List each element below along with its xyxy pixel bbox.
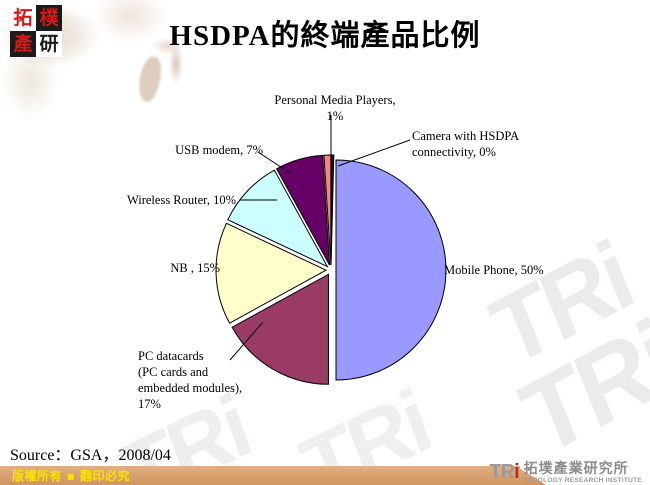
footer: 版權所有 ▪ 翻印必究 TRi 拓墣產業研究所 TOPOLOGY RESEARC… [0,462,650,485]
pie-slice-group [215,154,447,385]
slice-label-usb-modem: USB modem, 7% [175,143,263,157]
pie-slice [335,159,447,381]
logo-char-1: 拓 [10,5,36,31]
corner-logo: 拓 樸 產 研 [10,5,62,57]
tri-brand-logo: TRi 拓墣產業研究所 TOPOLOGY RESEARCH INSTITUTE [489,462,642,485]
source-note: Source：GSA，2008/04 [10,447,171,464]
logo-char-3: 產 [10,31,36,57]
slice-label-wireless-router: Wireless Router, 10% [126,193,236,207]
logo-char-4: 研 [36,31,62,57]
slice-label-personal-media-players: Personal Media Players, 1% [274,93,396,123]
leader-line-pc-datacards [229,321,264,361]
tri-brand-name-cn: 拓墣產業研究所 [523,461,629,477]
pie-chart-svg [215,115,447,385]
pie-slice [330,154,335,266]
slice-label-nb: NB , 15% [170,261,220,275]
pie-slice [231,273,329,385]
leader-line-usb-modem [257,151,291,174]
slice-label-mobile-phone: Mobile Phone, 50% [444,263,544,277]
leader-line-group [229,115,411,361]
pie-chart: Personal Media Players, 1% Camera with H… [0,60,650,430]
page-title: HSDPA的終端產品比例 [169,20,481,52]
pie-slice [227,169,329,268]
leader-line-camera [337,139,411,167]
tri-brand-name-en: TOPOLOGY RESEARCH INSTITUTE [523,477,642,484]
tri-brand-mark: TRi [489,461,519,483]
slice-label-pc-datacards: PC datacards (PC cards and embedded modu… [138,349,243,411]
pie-slice [275,154,331,266]
footer-bar [0,466,520,485]
copyright-text: 版權所有 ▪ 翻印必究 [12,469,130,483]
slice-label-camera: Camera with HSDPA connectivity, 0% [412,129,520,159]
tri-brand-names: 拓墣產業研究所 TOPOLOGY RESEARCH INSTITUTE [524,462,642,485]
logo-char-2: 樸 [36,5,62,31]
pie-slice [215,222,328,324]
